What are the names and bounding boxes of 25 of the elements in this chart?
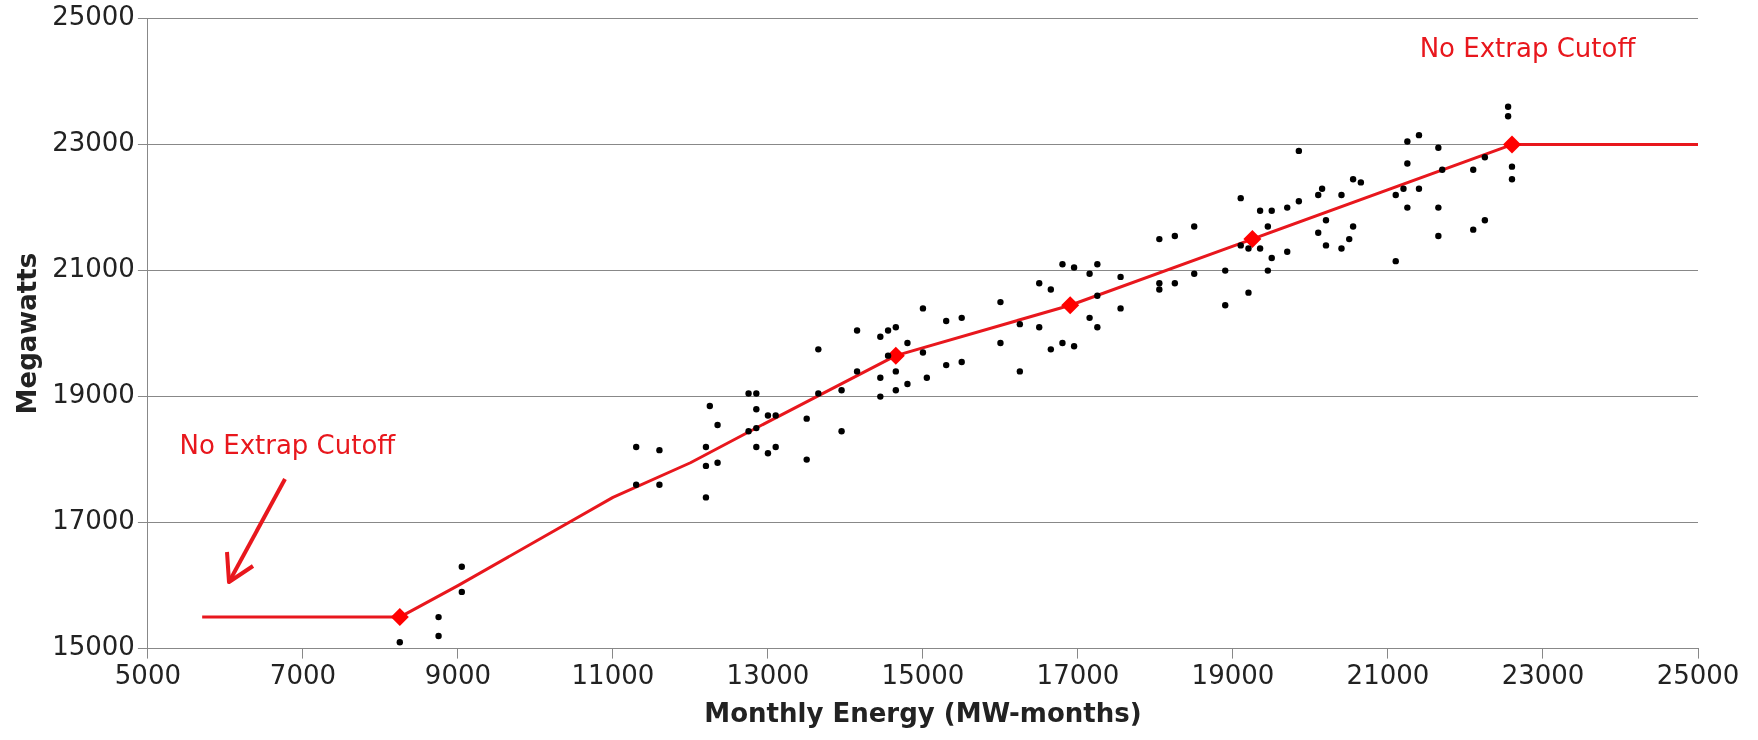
x-tick-label: 11000 (571, 659, 655, 690)
x-tick-label: 5000 (114, 659, 181, 690)
y-axis-title: Megawatts (12, 252, 43, 415)
y-tick-label: 15000 (52, 631, 135, 662)
y-tick-label: 21000 (52, 253, 135, 284)
y-tick-label: 23000 (52, 127, 135, 158)
x-tick-label: 19000 (1191, 659, 1275, 690)
x-tick-label: 25000 (1656, 659, 1740, 690)
x-tick-label: 17000 (1036, 659, 1120, 690)
point (1243, 230, 1262, 249)
annotation: No Extrap Cutoff (179, 429, 397, 460)
x-tick-label: 7000 (269, 659, 336, 690)
annotation: No Extrap Cutoff (1419, 32, 1637, 63)
x-tick-label: 9000 (424, 659, 492, 690)
y-tick-label: 25000 (52, 1, 135, 32)
x-tick-label: 23000 (1501, 659, 1585, 690)
x-tick-label: 13000 (726, 659, 810, 690)
point (1061, 296, 1080, 315)
y-tick-label: 19000 (52, 379, 135, 410)
point (1502, 135, 1521, 154)
x-tick-label: 15000 (881, 659, 965, 690)
y-tick-label: 17000 (52, 505, 135, 536)
x-tick-label: 21000 (1346, 659, 1430, 690)
point (390, 608, 409, 627)
x-axis-title: Monthly Energy (MW-months) (704, 698, 1142, 729)
